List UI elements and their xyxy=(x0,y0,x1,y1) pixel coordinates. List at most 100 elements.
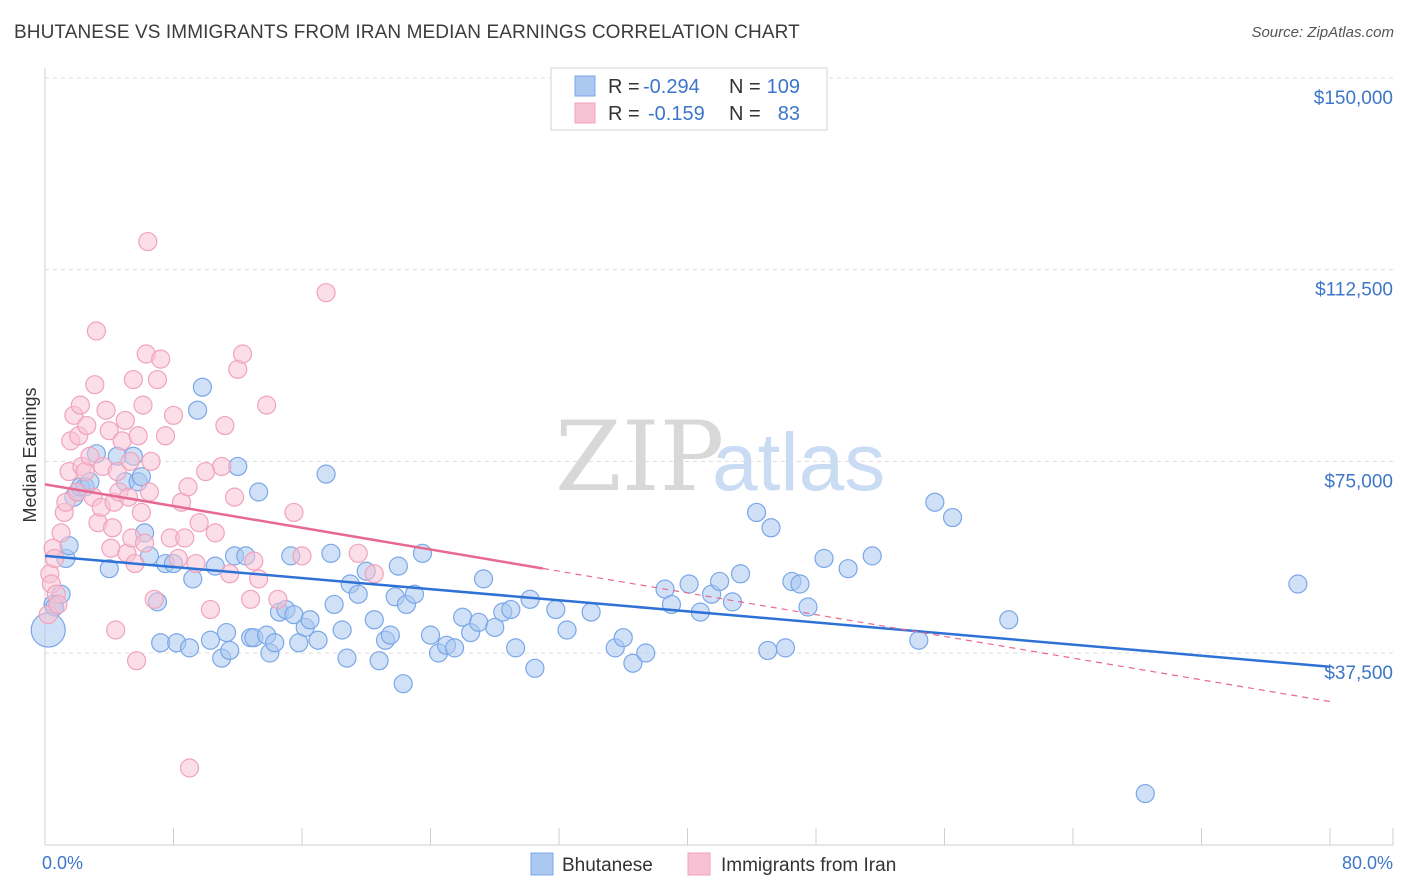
point-bhutanese-100 xyxy=(761,518,781,538)
series-legend-bhutanese: Bhutanese xyxy=(562,855,653,876)
point-bhutanese-95 xyxy=(710,571,730,592)
legend-n-value-1: 109 xyxy=(767,76,800,98)
watermark-zip: ZIP xyxy=(555,401,724,513)
point-iran-80 xyxy=(316,283,336,303)
point-iran-68 xyxy=(215,415,235,436)
point-iran-78 xyxy=(284,502,304,523)
point-iran-43 xyxy=(128,426,148,446)
point-iran-70 xyxy=(224,487,245,507)
series-0-points xyxy=(30,377,1308,804)
point-iran-45 xyxy=(133,395,153,415)
point-iran-26 xyxy=(96,400,116,420)
point-iran-32 xyxy=(107,461,127,482)
legend-box xyxy=(550,67,828,131)
point-bhutanese-55 xyxy=(337,648,357,668)
y-tick-label-1: $75,000 xyxy=(1324,471,1393,492)
point-iran-40 xyxy=(123,369,143,390)
y-tick-label-0: $37,500 xyxy=(1324,663,1393,684)
point-iran-73 xyxy=(241,589,261,609)
point-bhutanese-97 xyxy=(730,564,751,584)
y-tick-labels: $37,500 $75,000 $112,500 $150,000 xyxy=(1314,88,1393,684)
point-iran-61 xyxy=(179,758,200,778)
trend-lines xyxy=(44,483,1331,703)
point-iran-57 xyxy=(168,548,188,569)
point-iran-27 xyxy=(99,421,119,441)
point-bhutanese-101 xyxy=(775,638,796,658)
point-iran-60 xyxy=(178,477,198,497)
point-bhutanese-52 xyxy=(321,543,341,563)
point-bhutanese-111 xyxy=(999,610,1019,630)
point-bhutanese-60 xyxy=(369,651,389,671)
point-bhutanese-50 xyxy=(308,630,328,650)
point-iran-51 xyxy=(144,589,164,609)
point-bhutanese-27 xyxy=(187,400,208,420)
point-iran-82 xyxy=(364,564,384,584)
point-iran-52 xyxy=(147,369,168,390)
legend-r-label-1: R = xyxy=(608,76,640,98)
trend-line-0 xyxy=(44,554,1331,669)
point-iran-74 xyxy=(244,551,264,571)
point-bhutanese-39 xyxy=(249,482,269,502)
point-iran-49 xyxy=(139,482,160,502)
point-iran-6 xyxy=(48,594,68,615)
point-bhutanese-105 xyxy=(814,548,834,569)
point-bhutanese-79 xyxy=(501,599,521,620)
trend-line-dashed-1 xyxy=(542,567,1331,703)
point-iran-56 xyxy=(163,405,184,425)
series-legend-iran: Immigrants from Iran xyxy=(721,855,896,876)
chart-source: Source: ZipAtlas.com xyxy=(1251,24,1394,41)
point-bhutanese-104 xyxy=(798,597,818,617)
point-iran-79 xyxy=(292,546,312,566)
point-iran-31 xyxy=(106,620,126,640)
legend-swatch-iran xyxy=(574,102,596,124)
y-tick-label-3: $150,000 xyxy=(1314,88,1393,109)
point-iran-50 xyxy=(141,451,161,471)
point-bhutanese-59 xyxy=(364,610,384,630)
point-iran-35 xyxy=(115,410,135,431)
point-iran-44 xyxy=(131,502,151,523)
correlation-legend: R = -0.294 N = 109 R = -0.159 N = 83 xyxy=(550,67,828,131)
watermark: ZIP atlas xyxy=(555,401,885,513)
chart-title: BHUTANESE VS IMMIGRANTS FROM IRAN MEDIAN… xyxy=(14,22,800,43)
point-bhutanese-98 xyxy=(746,502,767,523)
x-tick-max: 80.0% xyxy=(1342,853,1393,873)
point-bhutanese-22 xyxy=(151,633,171,653)
point-bhutanese-17 xyxy=(131,467,151,487)
point-bhutanese-28 xyxy=(192,377,213,397)
point-iran-72 xyxy=(232,344,253,364)
point-iran-63 xyxy=(189,513,209,533)
point-bhutanese-54 xyxy=(332,620,352,640)
point-iran-67 xyxy=(212,456,232,477)
legend-swatch-bhutanese xyxy=(574,75,596,97)
point-bhutanese-85 xyxy=(581,602,601,622)
point-bhutanese-53 xyxy=(324,594,344,615)
point-bhutanese-49 xyxy=(300,610,320,630)
point-bhutanese-12 xyxy=(99,559,119,579)
point-bhutanese-64 xyxy=(388,556,408,576)
point-iran-34 xyxy=(112,431,132,451)
point-bhutanese-76 xyxy=(473,569,494,589)
point-bhutanese-80 xyxy=(506,638,526,658)
point-bhutanese-88 xyxy=(623,653,643,673)
point-bhutanese-65 xyxy=(393,674,413,694)
data-points xyxy=(30,231,1308,804)
point-bhutanese-92 xyxy=(679,574,699,594)
series-legend-swatch-iran xyxy=(687,852,711,876)
point-bhutanese-87 xyxy=(613,628,633,648)
point-iran-19 xyxy=(80,446,100,466)
point-bhutanese-99 xyxy=(758,640,778,661)
point-bhutanese-33 xyxy=(220,640,240,661)
point-iran-42 xyxy=(126,651,147,671)
legend-r-value-1: -0.294 xyxy=(643,76,700,98)
point-bhutanese-57 xyxy=(348,584,368,604)
x-tick-min: 0.0% xyxy=(42,853,83,873)
point-iran-65 xyxy=(200,599,221,620)
point-bhutanese-108 xyxy=(909,630,929,650)
point-bhutanese-83 xyxy=(546,599,566,620)
point-iran-7 xyxy=(51,523,71,543)
point-bhutanese-113 xyxy=(1288,574,1308,594)
point-bhutanese-25 xyxy=(179,638,200,658)
point-bhutanese-75 xyxy=(469,612,489,632)
point-iran-18 xyxy=(77,415,97,436)
